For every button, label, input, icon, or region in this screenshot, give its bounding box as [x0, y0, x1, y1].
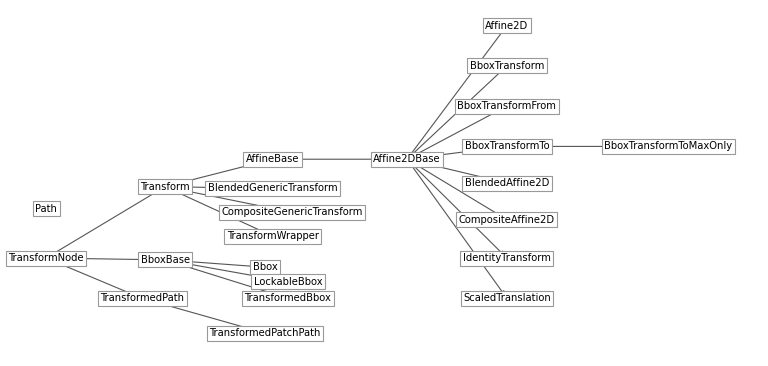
Text: BboxTransformToMaxOnly: BboxTransformToMaxOnly: [604, 141, 732, 152]
Text: Affine2D: Affine2D: [485, 20, 528, 31]
Text: CompositeGenericTransform: CompositeGenericTransform: [221, 207, 362, 217]
Text: TransformNode: TransformNode: [8, 253, 84, 263]
Text: TransformedBbox: TransformedBbox: [244, 293, 332, 303]
Text: BboxTransform: BboxTransform: [470, 61, 544, 71]
Text: Transform: Transform: [141, 182, 190, 192]
Text: BboxTransformFrom: BboxTransformFrom: [458, 101, 556, 111]
Text: TransformedPath: TransformedPath: [100, 293, 184, 303]
Text: Bbox: Bbox: [253, 262, 277, 272]
Text: CompositeAffine2D: CompositeAffine2D: [458, 214, 555, 225]
Text: TransformWrapper: TransformWrapper: [227, 231, 319, 241]
Text: IdentityTransform: IdentityTransform: [463, 253, 551, 263]
Text: BlendedGenericTransform: BlendedGenericTransform: [208, 183, 337, 194]
Text: BlendedAffine2D: BlendedAffine2D: [465, 178, 549, 188]
Text: Path: Path: [35, 203, 57, 214]
Text: TransformedPatchPath: TransformedPatchPath: [209, 328, 321, 338]
Text: ScaledTranslation: ScaledTranslation: [463, 293, 551, 303]
Text: BboxTransformTo: BboxTransformTo: [465, 141, 549, 152]
Text: Affine2DBase: Affine2DBase: [373, 154, 441, 164]
Text: AffineBase: AffineBase: [246, 154, 300, 164]
Text: BboxBase: BboxBase: [141, 255, 190, 265]
Text: LockableBbox: LockableBbox: [253, 277, 323, 287]
